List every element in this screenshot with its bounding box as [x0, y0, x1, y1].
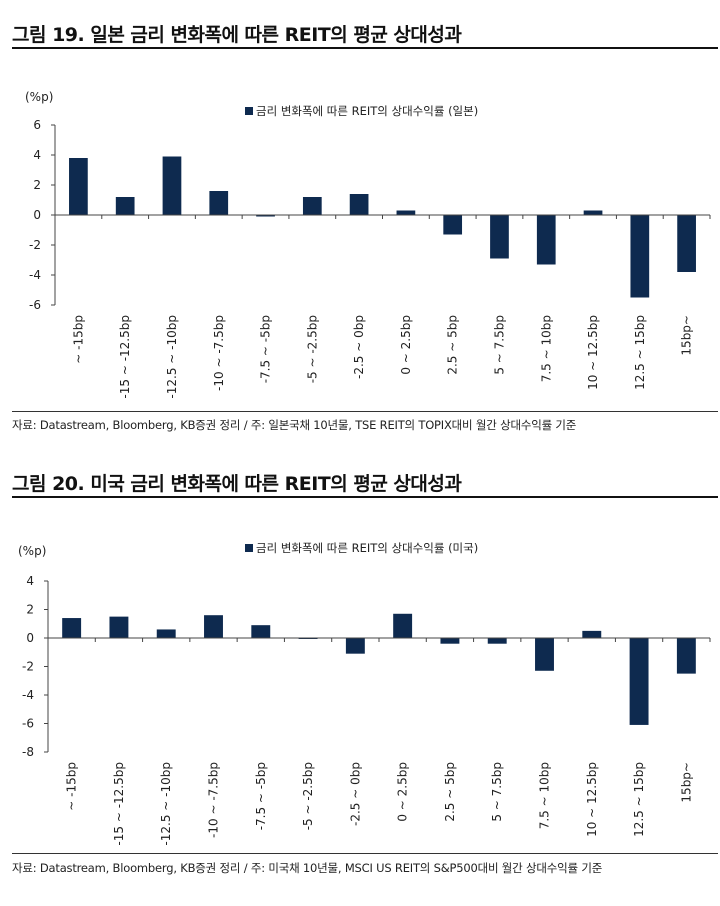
bar	[109, 616, 129, 638]
x-tick-label: 10 ~ 12.5bp	[586, 315, 600, 390]
bar	[583, 210, 603, 215]
bar	[630, 215, 650, 298]
bar	[443, 215, 463, 235]
title-rule	[12, 47, 718, 49]
x-tick-label: -5 ~ -2.5bp	[305, 315, 319, 383]
bar	[251, 625, 271, 638]
x-tick-label: -5 ~ -2.5bp	[301, 762, 315, 830]
y-tick-label: -2	[29, 238, 41, 252]
bar	[349, 194, 369, 215]
x-tick-label: ~ -15bp	[65, 762, 79, 811]
source-rule	[12, 411, 718, 412]
x-tick-label: 2.5 ~ 5bp	[443, 762, 457, 822]
source-note: 자료: Datastream, Bloomberg, KB증권 정리 / 주: …	[12, 418, 577, 432]
bar	[69, 158, 88, 215]
x-tick-label: 5 ~ 7.5bp	[492, 315, 506, 375]
x-tick-label: 15bp~	[680, 315, 694, 356]
bar	[115, 197, 135, 215]
y-tick-label: 4	[33, 148, 41, 162]
x-tick-label: -2.5 ~ 0bp	[352, 315, 366, 379]
x-tick-label: 12.5 ~ 15bp	[632, 762, 646, 837]
legend-label: 금리 변화폭에 따른 REIT의 상대수익률 (일본)	[256, 104, 478, 118]
y-tick-label: 4	[26, 574, 34, 588]
x-tick-label: -15 ~ -12.5bp	[112, 762, 126, 846]
bar	[490, 215, 509, 259]
x-tick-label: -7.5 ~ -5bp	[259, 315, 273, 383]
x-tick-label: 2.5 ~ 5bp	[446, 315, 460, 375]
bar	[535, 638, 554, 671]
y-tick-label: -2	[22, 660, 34, 674]
x-tick-label: -7.5 ~ -5bp	[254, 762, 268, 830]
y-tick-label: -6	[29, 298, 41, 312]
x-tick-label: -2.5 ~ 0bp	[348, 762, 362, 826]
y-tick-label: 2	[33, 178, 41, 192]
x-tick-label: 7.5 ~ 10bp	[539, 315, 553, 382]
bar	[62, 618, 82, 638]
x-tick-label: -15 ~ -12.5bp	[118, 315, 132, 399]
legend-swatch	[245, 544, 253, 552]
bar	[256, 215, 275, 217]
bar	[204, 615, 223, 638]
bar	[629, 638, 649, 725]
bar	[536, 215, 556, 265]
bar	[393, 613, 413, 638]
y-tick-label: 6	[33, 118, 41, 132]
bar	[345, 638, 365, 654]
figure-title: 그림 19. 일본 금리 변화폭에 따른 REIT의 평균 상대성과	[12, 24, 462, 46]
figure-title: 그림 20. 미국 금리 변화폭에 따른 REIT의 평균 상대성과	[12, 473, 462, 495]
bar	[676, 638, 696, 674]
y-tick-label: -6	[22, 717, 34, 731]
x-tick-label: 0 ~ 2.5bp	[399, 315, 413, 375]
bar	[582, 630, 602, 638]
y-tick-label: 0	[26, 631, 34, 645]
legend-label: 금리 변화폭에 따른 REIT의 상대수익률 (미국)	[256, 541, 478, 555]
y-tick-label: 0	[33, 208, 41, 222]
bar	[487, 638, 507, 644]
y-tick-label: -4	[22, 688, 34, 702]
y-tick-label: 2	[26, 603, 34, 617]
x-tick-label: -10 ~ -7.5bp	[207, 762, 221, 838]
x-tick-label: 0 ~ 2.5bp	[396, 762, 410, 822]
bar	[396, 210, 416, 215]
bar	[302, 197, 322, 215]
source-rule	[12, 853, 718, 854]
x-tick-label: -10 ~ -7.5bp	[212, 315, 226, 391]
bar-chart: (%p) 금리 변화폭에 따른 REIT의 상대수익률 (일본) -6 -4 -2 0 2 4…	[25, 90, 711, 399]
x-tick-label: ~ -15bp	[71, 315, 85, 364]
title-rule	[12, 496, 718, 498]
x-tick-label: -12.5 ~ -10bp	[159, 762, 173, 846]
legend-swatch	[245, 107, 253, 115]
bar	[156, 629, 176, 638]
x-tick-label: -12.5 ~ -10bp	[165, 315, 179, 399]
figure-19: 그림 19. 일본 금리 변화폭에 따른 REIT의 평균 상대성과 (%p) 금…	[0, 0, 720, 450]
bar	[440, 638, 460, 644]
x-tick-label: 10 ~ 12.5bp	[585, 762, 599, 837]
x-tick-label: 7.5 ~ 10bp	[538, 762, 552, 829]
x-tick-label: 5 ~ 7.5bp	[490, 762, 504, 822]
y-tick-label: -8	[22, 745, 34, 759]
x-tick-label: 15bp~	[679, 762, 693, 803]
y-axis-unit-label: (%p)	[18, 544, 46, 558]
y-tick-label: -4	[29, 268, 41, 282]
bar	[162, 156, 182, 215]
bar-chart: (%p) 금리 변화폭에 따른 REIT의 상대수익률 (미국) -8 -6 -4 -2 0…	[18, 541, 711, 846]
x-tick-label: 12.5 ~ 15bp	[633, 315, 647, 390]
y-axis-unit-label: (%p)	[25, 90, 53, 104]
bar	[677, 215, 696, 272]
bar	[209, 191, 229, 215]
source-note: 자료: Datastream, Bloomberg, KB증권 정리 / 주: …	[12, 861, 603, 875]
